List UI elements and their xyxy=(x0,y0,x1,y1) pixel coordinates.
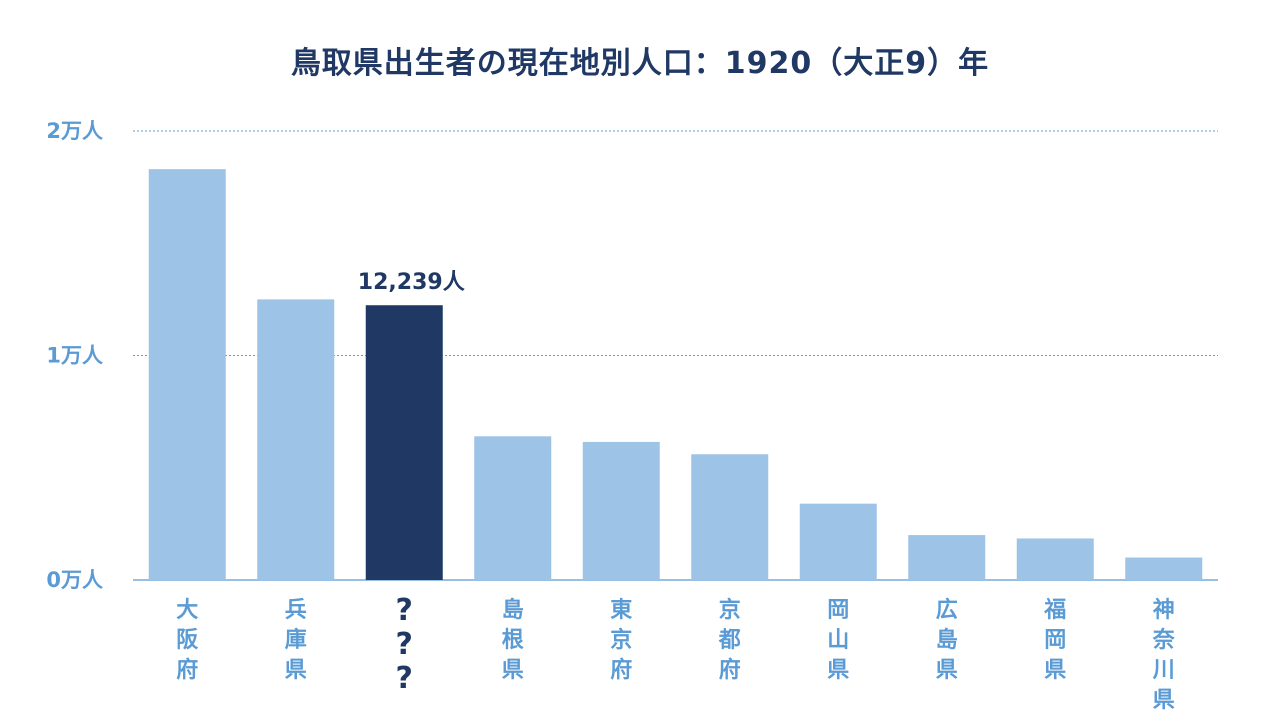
y-tick-label: 1万人 xyxy=(46,344,103,368)
bar xyxy=(148,169,226,581)
x-tick-label: 大阪府 xyxy=(176,598,198,683)
bar xyxy=(799,503,877,580)
chart-title: 鳥取県出生者の現在地別人口：1920（大正9）年 xyxy=(290,46,990,81)
y-tick-label: 2万人 xyxy=(46,119,103,143)
x-tick-labels: 大阪府 兵庫県?? ? 島根県 東京府 京都府 岡山県 広島県 福岡県 神奈川県 xyxy=(176,593,1176,713)
x-tick-label: 島根県 xyxy=(502,597,524,683)
bar xyxy=(908,535,986,580)
y-tick-labels: 0万人 1万人 2万人 xyxy=(46,119,103,592)
bar xyxy=(365,305,443,580)
x-tick-label: 福岡県 xyxy=(1043,598,1066,683)
bar xyxy=(691,454,769,580)
x-tick-label: 岡山県 xyxy=(827,598,849,683)
bar xyxy=(474,436,552,580)
bar xyxy=(257,299,335,580)
x-tick-label: ??? xyxy=(396,593,413,696)
bar xyxy=(582,441,660,580)
data-labels: 12,239人 xyxy=(358,270,465,295)
x-tick-label: 兵庫県 xyxy=(285,598,307,683)
x-tick-label: 広島県 xyxy=(936,597,958,683)
bar xyxy=(1016,538,1094,580)
bars xyxy=(148,169,1203,581)
y-tick-label: 0万人 xyxy=(46,568,103,592)
x-tick-label: 神奈川県 xyxy=(1152,597,1176,713)
x-tick-label: 東京府 xyxy=(610,598,632,683)
data-label: 12,239人 xyxy=(358,270,465,295)
x-tick-label: 京都府 xyxy=(718,597,741,683)
bar xyxy=(1125,557,1203,580)
